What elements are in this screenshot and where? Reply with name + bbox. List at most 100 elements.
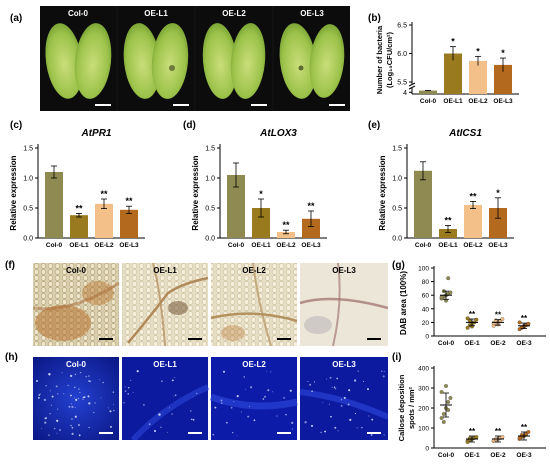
callose-spot	[74, 373, 77, 376]
callose-spot	[50, 404, 53, 406]
fluor-header-oe-l1: OE-L1	[153, 360, 177, 369]
callose-spot	[223, 370, 225, 373]
x-tick-label: OE-1	[464, 452, 480, 459]
y-tick-label: 1.5	[23, 146, 33, 153]
callose-spot	[67, 384, 69, 387]
panel-label-b: (b)	[368, 13, 381, 24]
callose-spot	[124, 390, 127, 392]
callose-spot	[248, 406, 250, 408]
x-tick-label: OE-2	[490, 452, 506, 459]
x-tick-label: OE-L3	[493, 98, 513, 105]
callose-spot	[53, 427, 56, 430]
callose-spot	[196, 392, 198, 394]
y-axis-label: Relative expression	[378, 155, 387, 230]
callose-spot	[357, 370, 359, 372]
callose-spot	[132, 391, 134, 393]
y-tick-label: 6.5	[397, 23, 407, 30]
scale-bar	[99, 432, 113, 434]
callose-spot	[233, 401, 235, 403]
fluor-header-col0: Col-0	[66, 360, 86, 369]
data-point	[441, 420, 446, 424]
callose-spot	[212, 433, 215, 436]
callose-spot	[70, 424, 72, 427]
x-tick-label: OE-L2	[276, 242, 296, 249]
callose-spot	[340, 399, 343, 401]
callose-spot	[267, 389, 270, 392]
data-point	[474, 317, 479, 322]
callose-spot	[154, 430, 156, 432]
leaf-sample-oe-l1	[118, 6, 194, 111]
callose-spot	[71, 418, 73, 420]
bar-oe-l1	[439, 229, 457, 238]
callose-spot	[39, 393, 41, 395]
callose-spot	[320, 431, 322, 434]
x-tick-label: OE-L1	[251, 242, 271, 249]
callose-spot	[361, 427, 363, 429]
callose-spot	[124, 386, 126, 388]
fluor-image-oe-l3	[299, 357, 388, 440]
significance-mark: *	[259, 189, 263, 199]
scale-bar	[173, 104, 189, 106]
bar-oe-l3	[120, 209, 138, 238]
callose-spot	[171, 413, 173, 415]
callose-spot	[334, 426, 337, 429]
y-tick-label: 100	[418, 426, 429, 433]
callose-spot	[309, 383, 312, 386]
callose-spot	[48, 372, 50, 374]
fluor-header-oe-l2: OE-L2	[242, 360, 266, 369]
callose-spot	[88, 402, 91, 405]
chart-bacteria-count: 4 5.5 6.0 6.5 Col-0 * OE-L1 * OE-L2 * OE-L3 Number …	[375, 22, 519, 105]
callose-spot	[38, 394, 40, 396]
x-tick-label: Col-0	[438, 452, 455, 459]
stain-header-oe-l1: OE-L1	[153, 266, 177, 275]
bar-oe-l1	[444, 53, 462, 94]
significance-mark: **	[469, 427, 476, 436]
callose-spot	[49, 413, 51, 415]
panel-label-d: (d)	[183, 120, 196, 131]
panel-label-f: (f)	[5, 260, 15, 271]
scale-bar	[367, 432, 381, 434]
callose-spot	[82, 399, 84, 401]
callose-spot	[78, 434, 81, 437]
data-point	[439, 295, 444, 300]
callose-spot	[56, 432, 58, 434]
data-point	[517, 320, 522, 325]
callose-spot	[85, 375, 87, 378]
y-tick-label: 0.0	[392, 236, 402, 243]
data-point	[446, 408, 451, 412]
y-tick-label: 1.0	[392, 176, 402, 183]
callose-spot	[329, 376, 332, 379]
y-tick-label: 1.0	[23, 176, 33, 183]
callose-spot	[289, 389, 292, 392]
chart-title: AtLOX3	[259, 128, 297, 139]
callose-spot	[56, 419, 59, 422]
significance-mark: **	[521, 314, 528, 323]
callose-spot	[74, 407, 76, 408]
callose-spot	[363, 380, 365, 382]
callose-spot	[127, 393, 129, 395]
dab-image-oe-l2	[210, 263, 298, 346]
x-tick-label: OE-L2	[94, 242, 114, 249]
x-tick-label: Col-0	[46, 242, 63, 249]
callose-spot	[70, 403, 72, 405]
callose-spot	[381, 370, 383, 372]
callose-spot	[79, 391, 81, 394]
x-tick-label: OE-L2	[468, 98, 488, 105]
callose-spot	[263, 395, 267, 398]
y-tick-label: 80	[422, 279, 430, 286]
callose-spot	[214, 406, 217, 409]
dab-image-col0	[33, 263, 120, 346]
callose-spot	[291, 428, 293, 430]
stain-header-oe-l3: OE-L3	[332, 266, 356, 275]
callose-spot	[236, 394, 239, 398]
callose-spot	[347, 403, 350, 406]
y-tick-label: 1.0	[205, 176, 215, 183]
callose-spot	[382, 375, 385, 378]
callose-spot	[171, 379, 174, 382]
callose-spot	[71, 432, 74, 436]
x-tick-label: OE-2	[490, 340, 506, 347]
callose-spot	[175, 394, 177, 396]
bar-oe-l1	[252, 208, 270, 238]
y-tick-label: 5.5	[397, 80, 407, 87]
callose-spot	[236, 435, 238, 437]
